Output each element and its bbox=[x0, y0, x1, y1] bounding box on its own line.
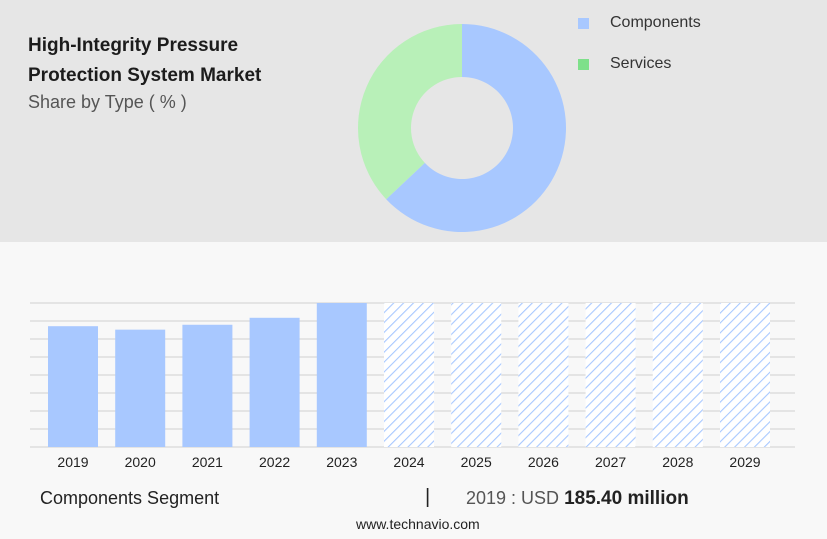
legend-swatch-components bbox=[578, 18, 589, 29]
footer-value-prefix: 2019 : USD bbox=[466, 488, 560, 508]
legend-label-components: Components bbox=[610, 14, 701, 31]
footer-value: 2019 : USD 185.40 million bbox=[466, 488, 689, 510]
x-tick-label-2023: 2023 bbox=[326, 454, 357, 470]
donut-slice-services bbox=[358, 24, 462, 200]
bar-2022 bbox=[249, 317, 300, 447]
x-tick-label-2027: 2027 bbox=[595, 454, 626, 470]
x-tick-label-2025: 2025 bbox=[461, 454, 492, 470]
footer-segment: Components Segment bbox=[40, 488, 220, 508]
bar-2020 bbox=[115, 329, 166, 447]
x-tick-label-2029: 2029 bbox=[729, 454, 760, 470]
x-tick-label-2022: 2022 bbox=[259, 454, 290, 470]
x-tick-label-2024: 2024 bbox=[393, 454, 424, 470]
x-tick-label-2021: 2021 bbox=[192, 454, 223, 470]
chart-title: High-Integrity Pressure Protection Syste… bbox=[28, 35, 262, 86]
website-link[interactable]: www.technavio.com bbox=[356, 516, 480, 532]
footer-separator: | bbox=[425, 486, 431, 508]
x-tick-label-2019: 2019 bbox=[57, 454, 88, 470]
bar-2025 bbox=[451, 303, 502, 447]
bar-chart: 2019 2020 2021 2022 2023 2024 2025 2026 2027 2028… bbox=[30, 302, 795, 470]
footer-value-amount: 185.40 million bbox=[564, 488, 689, 509]
x-tick-label-2026: 2026 bbox=[528, 454, 559, 470]
chart-subtitle: Share by Type ( % ) bbox=[28, 92, 187, 112]
x-tick-label-2028: 2028 bbox=[662, 454, 693, 470]
bar-2026 bbox=[518, 303, 569, 447]
bar-2024 bbox=[384, 303, 434, 447]
bar-2021 bbox=[182, 324, 233, 447]
legend-swatch-services bbox=[578, 59, 589, 70]
bar-2027 bbox=[585, 303, 636, 447]
donut-chart bbox=[358, 24, 566, 232]
legend-label-services: Services bbox=[610, 55, 672, 72]
bar-2029 bbox=[720, 303, 770, 447]
bar-2019 bbox=[48, 326, 98, 447]
bar-2023 bbox=[316, 303, 367, 447]
bar-2028 bbox=[652, 303, 703, 447]
x-tick-label-2020: 2020 bbox=[125, 454, 156, 470]
donut-slice-components bbox=[386, 24, 566, 232]
